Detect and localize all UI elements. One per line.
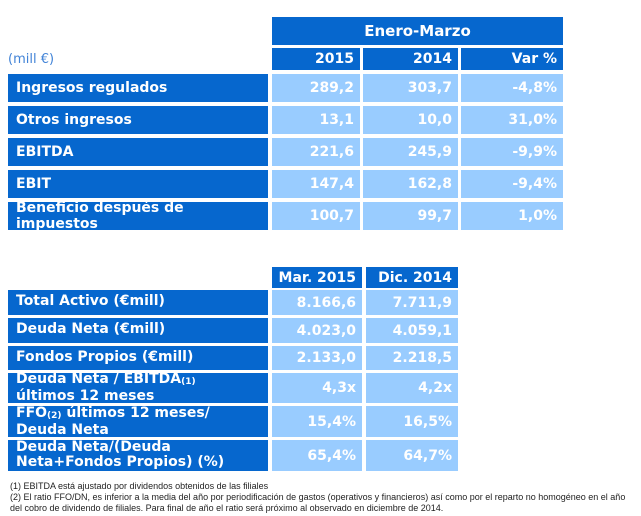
table2-value-mar2015: 8.166,6 [272, 290, 362, 315]
table1-value-var: 1,0% [461, 202, 563, 230]
footnote-ref: (1) [181, 377, 196, 387]
footnote-2: (2) El ratio FFO/DN, es inferior a la me… [10, 492, 626, 513]
table2-value-dic2014: 4,2x [366, 373, 458, 403]
table1-row-label: Ingresos regulados [8, 74, 268, 102]
table2-row-label: Total Activo (€mill) [8, 290, 268, 315]
table1-row-label: Otros ingresos [8, 106, 268, 134]
table2-value-mar2015: 65,4% [272, 440, 362, 471]
table1-value-var: -4,8% [461, 74, 563, 102]
table1-value-2014: 10,0 [363, 106, 458, 134]
table1-col-header-2014: 2014 [363, 48, 458, 70]
table2-value-dic2014: 64,7% [366, 440, 458, 471]
table2-row-label: Deuda Neta (€mill) [8, 318, 268, 343]
table1-value-2014: 162,8 [363, 170, 458, 198]
table2-value-mar2015: 4,3x [272, 373, 362, 403]
table1-value-var: -9,4% [461, 170, 563, 198]
table1-row-label: Beneficio después de impuestos [8, 200, 268, 232]
table1-value-2014: 303,7 [363, 74, 458, 102]
table2-value-dic2014: 4.059,1 [366, 318, 458, 343]
table1-value-2015: 100,7 [272, 202, 360, 230]
table1-value-var: -9,9% [461, 138, 563, 166]
table1-row-label: EBIT [8, 170, 268, 198]
footnotes: (1) EBITDA está ajustado por dividendos … [10, 481, 638, 514]
table2-value-mar2015: 15,4% [272, 406, 362, 437]
table1-span-header: Enero-Marzo [272, 17, 563, 45]
table1-value-2014: 245,9 [363, 138, 458, 166]
table1-value-2014: 99,7 [363, 202, 458, 230]
footnote-1: (1) EBITDA está ajustado por dividendos … [10, 481, 269, 491]
table1-row-label: EBITDA [8, 138, 268, 166]
table1-col-header-var: Var % [461, 48, 563, 70]
table1-col-header-2015: 2015 [272, 48, 360, 70]
table2-value-dic2014: 7.711,9 [366, 290, 458, 315]
table2-row-label: Deuda Neta/(Deuda Neta+Fondos Propios) (… [8, 439, 268, 471]
table2-value-mar2015: 4.023,0 [272, 318, 362, 343]
table1-value-2015: 289,2 [272, 74, 360, 102]
table2-value-dic2014: 2.218,5 [366, 346, 458, 370]
table1-unit-label: (mill €) [8, 51, 55, 67]
table1-value-2015: 13,1 [272, 106, 360, 134]
table2-value-dic2014: 16,5% [366, 406, 458, 437]
table2-row-label: Deuda Neta / EBITDA(1) últimos 12 meses [8, 372, 268, 404]
table1-value-var: 31,0% [461, 106, 563, 134]
table2-col-header-dic2014: Dic. 2014 [366, 267, 458, 288]
table2-row-label: Fondos Propios (€mill) [8, 346, 268, 370]
footnote-ref: (2) [47, 410, 62, 421]
table1-value-2015: 147,4 [272, 170, 360, 198]
table1-value-2015: 221,6 [272, 138, 360, 166]
table2-col-header-mar2015: Mar. 2015 [272, 267, 362, 288]
table2-row-label: FFO(2) últimos 12 meses/ Deuda Neta [8, 405, 268, 437]
table2-value-mar2015: 2.133,0 [272, 346, 362, 370]
